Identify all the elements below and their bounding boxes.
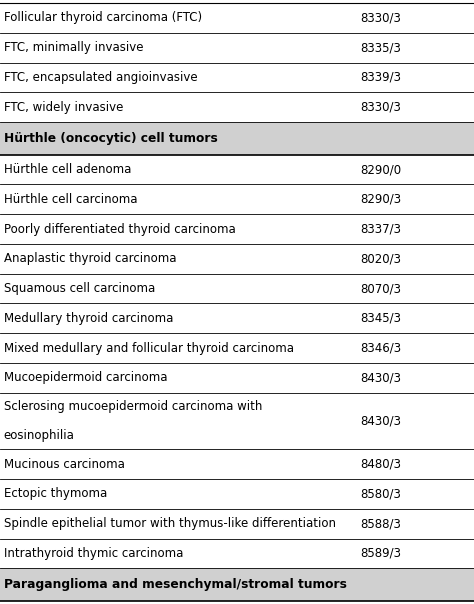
Text: Mucinous carcinoma: Mucinous carcinoma	[4, 458, 125, 471]
Text: 8337/3: 8337/3	[360, 223, 401, 236]
Text: Paraganglioma and mesenchymal/stromal tumors: Paraganglioma and mesenchymal/stromal tu…	[4, 578, 346, 591]
Bar	[0, 122, 474, 155]
Text: Anaplastic thyroid carcinoma: Anaplastic thyroid carcinoma	[4, 252, 176, 265]
Text: eosinophilia: eosinophilia	[4, 429, 75, 442]
Text: Intrathyroid thymic carcinoma: Intrathyroid thymic carcinoma	[4, 547, 183, 560]
Text: Mucoepidermoid carcinoma: Mucoepidermoid carcinoma	[4, 371, 167, 384]
Text: 8588/3: 8588/3	[360, 517, 401, 530]
Text: FTC, minimally invasive: FTC, minimally invasive	[4, 41, 143, 54]
Text: Poorly differentiated thyroid carcinoma: Poorly differentiated thyroid carcinoma	[4, 223, 236, 236]
Text: FTC, encapsulated angioinvasive: FTC, encapsulated angioinvasive	[4, 71, 197, 84]
Text: Hürthle (oncocytic) cell tumors: Hürthle (oncocytic) cell tumors	[4, 132, 218, 145]
Text: 8480/3: 8480/3	[360, 458, 401, 471]
Text: Hürthle cell adenoma: Hürthle cell adenoma	[4, 163, 131, 176]
Text: 8339/3: 8339/3	[360, 71, 401, 84]
Text: 8589/3: 8589/3	[360, 547, 401, 560]
Text: 8290/3: 8290/3	[360, 193, 401, 206]
Text: Hürthle cell carcinoma: Hürthle cell carcinoma	[4, 193, 137, 206]
Text: 8430/3: 8430/3	[360, 414, 401, 428]
Text: FTC, widely invasive: FTC, widely invasive	[4, 101, 123, 114]
Text: Squamous cell carcinoma: Squamous cell carcinoma	[4, 282, 155, 295]
Bar	[0, 568, 474, 601]
Text: Ectopic thymoma: Ectopic thymoma	[4, 487, 107, 500]
Text: Sclerosing mucoepidermoid carcinoma with: Sclerosing mucoepidermoid carcinoma with	[4, 400, 262, 413]
Text: 8335/3: 8335/3	[360, 41, 401, 54]
Text: 8020/3: 8020/3	[360, 252, 401, 265]
Text: 8290/0: 8290/0	[360, 163, 401, 176]
Text: 8330/3: 8330/3	[360, 11, 401, 24]
Text: Follicular thyroid carcinoma (FTC): Follicular thyroid carcinoma (FTC)	[4, 11, 202, 24]
Text: Spindle epithelial tumor with thymus-like differentiation: Spindle epithelial tumor with thymus-lik…	[4, 517, 336, 530]
Text: 8345/3: 8345/3	[360, 312, 401, 325]
Text: 8330/3: 8330/3	[360, 101, 401, 114]
Text: 8070/3: 8070/3	[360, 282, 401, 295]
Text: 8430/3: 8430/3	[360, 371, 401, 384]
Text: Mixed medullary and follicular thyroid carcinoma: Mixed medullary and follicular thyroid c…	[4, 342, 294, 355]
Text: 8580/3: 8580/3	[360, 487, 401, 500]
Text: 8346/3: 8346/3	[360, 342, 401, 355]
Text: Medullary thyroid carcinoma: Medullary thyroid carcinoma	[4, 312, 173, 325]
